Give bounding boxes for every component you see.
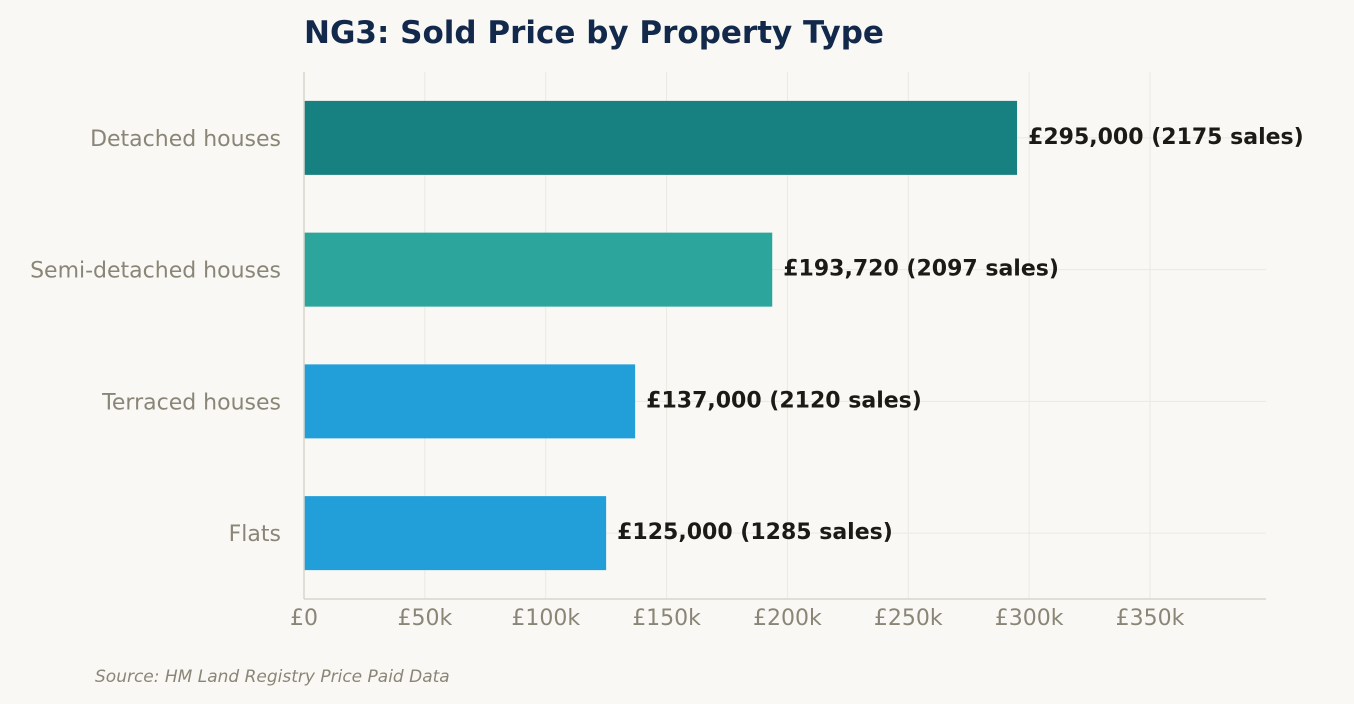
- x-tick-label: £350k: [1116, 606, 1185, 631]
- x-tick-label: £150k: [632, 606, 701, 631]
- x-tick-label: £250k: [874, 606, 943, 631]
- category-labels: Detached houses Semi-detached houses Terra…: [30, 127, 281, 547]
- x-tick-label: £300k: [995, 606, 1064, 631]
- bars: [304, 100, 1018, 571]
- data-label: £295,000 (2175 sales): [1028, 125, 1304, 150]
- bar: [304, 364, 636, 439]
- data-label: £193,720 (2097 sales): [783, 257, 1059, 282]
- source-note: Source: HM Land Registry Price Paid Data: [95, 667, 450, 687]
- x-tick-label: £200k: [753, 606, 822, 631]
- bar: [304, 496, 607, 571]
- category-label: Detached houses: [90, 127, 281, 152]
- x-tick-labels: £0 £50k £100k £150k £200k £250k £300k £350k: [290, 606, 1185, 631]
- chart-title: NG3: Sold Price by Property Type: [304, 15, 884, 51]
- category-label: Semi-detached houses: [30, 259, 281, 284]
- data-label: £137,000 (2120 sales): [646, 388, 922, 413]
- x-tick-label: £100k: [511, 606, 580, 631]
- data-labels: £295,000 (2175 sales) £193,720 (2097 sale…: [617, 125, 1304, 545]
- category-label: Terraced houses: [101, 390, 281, 415]
- bar: [304, 232, 773, 307]
- data-label: £125,000 (1285 sales): [617, 520, 893, 545]
- x-tick-label: £0: [290, 606, 318, 631]
- x-tick-label: £50k: [397, 606, 452, 631]
- axes: [303, 72, 1266, 600]
- bar: [304, 100, 1018, 175]
- category-label: Flats: [229, 522, 281, 547]
